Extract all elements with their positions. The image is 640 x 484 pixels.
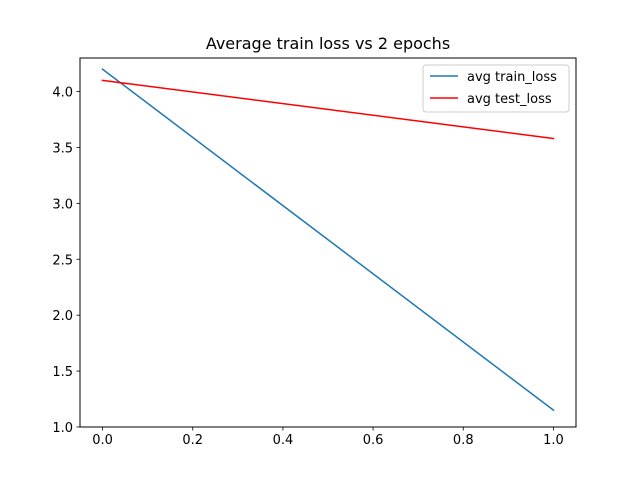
x-tick-label: 0.2 <box>182 433 203 448</box>
x-tick-label: 1.0 <box>543 433 564 448</box>
y-tick-label: 1.5 <box>52 365 73 380</box>
y-tick-label: 2.0 <box>52 309 73 324</box>
x-tick-label: 0.0 <box>92 433 113 448</box>
series-lines <box>101 68 555 412</box>
x-tick-label: 0.8 <box>453 433 474 448</box>
y-tick-label: 2.5 <box>52 253 73 268</box>
chart-title: Average train loss vs 2 epochs <box>206 34 450 53</box>
y-tick-label: 3.0 <box>52 197 73 212</box>
legend: avg train_loss avg test_loss <box>422 64 570 113</box>
x-tick-label: 0.4 <box>273 433 294 448</box>
legend-label-test-loss: avg test_loss <box>467 92 552 107</box>
y-tick-label: 3.5 <box>52 141 73 156</box>
legend-box <box>422 64 570 113</box>
plot-area-frame <box>79 57 577 428</box>
axis-ticks: 0.0 0.2 0.4 0.6 0.8 1.0 1.0 1.5 2.0 2.5 3.0 3.5 4.0 <box>52 86 563 448</box>
x-tick-label: 0.6 <box>363 433 384 448</box>
series-line-train-loss <box>101 68 555 412</box>
y-tick-label: 4.0 <box>52 86 73 101</box>
legend-label-train-loss: avg train_loss <box>467 70 557 85</box>
y-tick-label: 1.0 <box>52 421 73 436</box>
series-line-test-loss <box>101 79 555 140</box>
